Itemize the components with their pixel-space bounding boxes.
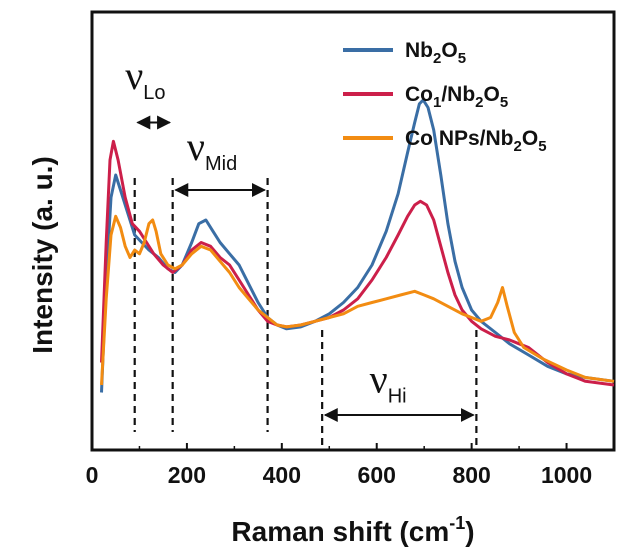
- x-axis-title-main: Raman shift (cm: [231, 516, 449, 547]
- series-layer: [100, 98, 615, 393]
- region-symbol-2: ν: [370, 357, 388, 402]
- legend-text-part: 5: [458, 50, 466, 67]
- legend-text-part: O: [484, 83, 500, 106]
- x-tick-label-5: 1000: [541, 462, 592, 488]
- y-axis-title: Intensity (a. u.): [27, 156, 58, 354]
- x-axis-ticks: 0 200 400 600 800 1000: [86, 443, 592, 488]
- legend-text-part: 2: [514, 138, 522, 155]
- x-axis-title: Raman shift (cm-1): [231, 513, 474, 547]
- legend-text-part: O: [522, 127, 538, 150]
- series-line-1: [100, 139, 615, 387]
- x-tick-label-3: 600: [358, 462, 396, 488]
- region-label-0: νLo: [125, 53, 165, 104]
- legend-label-0: Nb2O5: [405, 39, 466, 67]
- region-subscript-2: Hi: [388, 386, 407, 408]
- x-tick-label-0: 0: [86, 462, 99, 488]
- legend-text-part: Co NPs/Nb: [405, 127, 514, 150]
- x-tick-label-4: 800: [452, 462, 490, 488]
- region-symbol-1: ν: [187, 124, 205, 169]
- legend-text-part: 2: [433, 50, 441, 67]
- legend-text-part: O: [441, 39, 457, 62]
- x-tick-label-1: 200: [168, 462, 206, 488]
- legend-text-part: 1: [433, 94, 441, 111]
- region-symbol-0: ν: [125, 53, 143, 98]
- legend-text-part: 5: [500, 94, 508, 111]
- region-subscript-0: Lo: [143, 82, 165, 104]
- region-label-1: νMid: [187, 124, 237, 175]
- legend-text-part: 2: [475, 94, 483, 111]
- series-line-2: [100, 214, 615, 386]
- legend-text-part: Nb: [405, 39, 433, 62]
- region-label-2: νHi: [370, 357, 407, 408]
- x-tick-label-2: 400: [263, 462, 301, 488]
- legend-label-1: Co1/Nb2O5: [405, 83, 508, 111]
- x-axis-title-exponent: -1: [449, 513, 465, 533]
- plot-frame: [90, 10, 616, 452]
- legend-text-part: Co: [405, 83, 433, 106]
- legend-label-2: Co NPs/Nb2O5: [405, 127, 547, 155]
- x-axis-title-end: ): [465, 516, 474, 547]
- region-subscript-1: Mid: [205, 153, 237, 175]
- legend-text-part: 5: [538, 138, 546, 155]
- legend-text-part: /Nb: [441, 83, 475, 106]
